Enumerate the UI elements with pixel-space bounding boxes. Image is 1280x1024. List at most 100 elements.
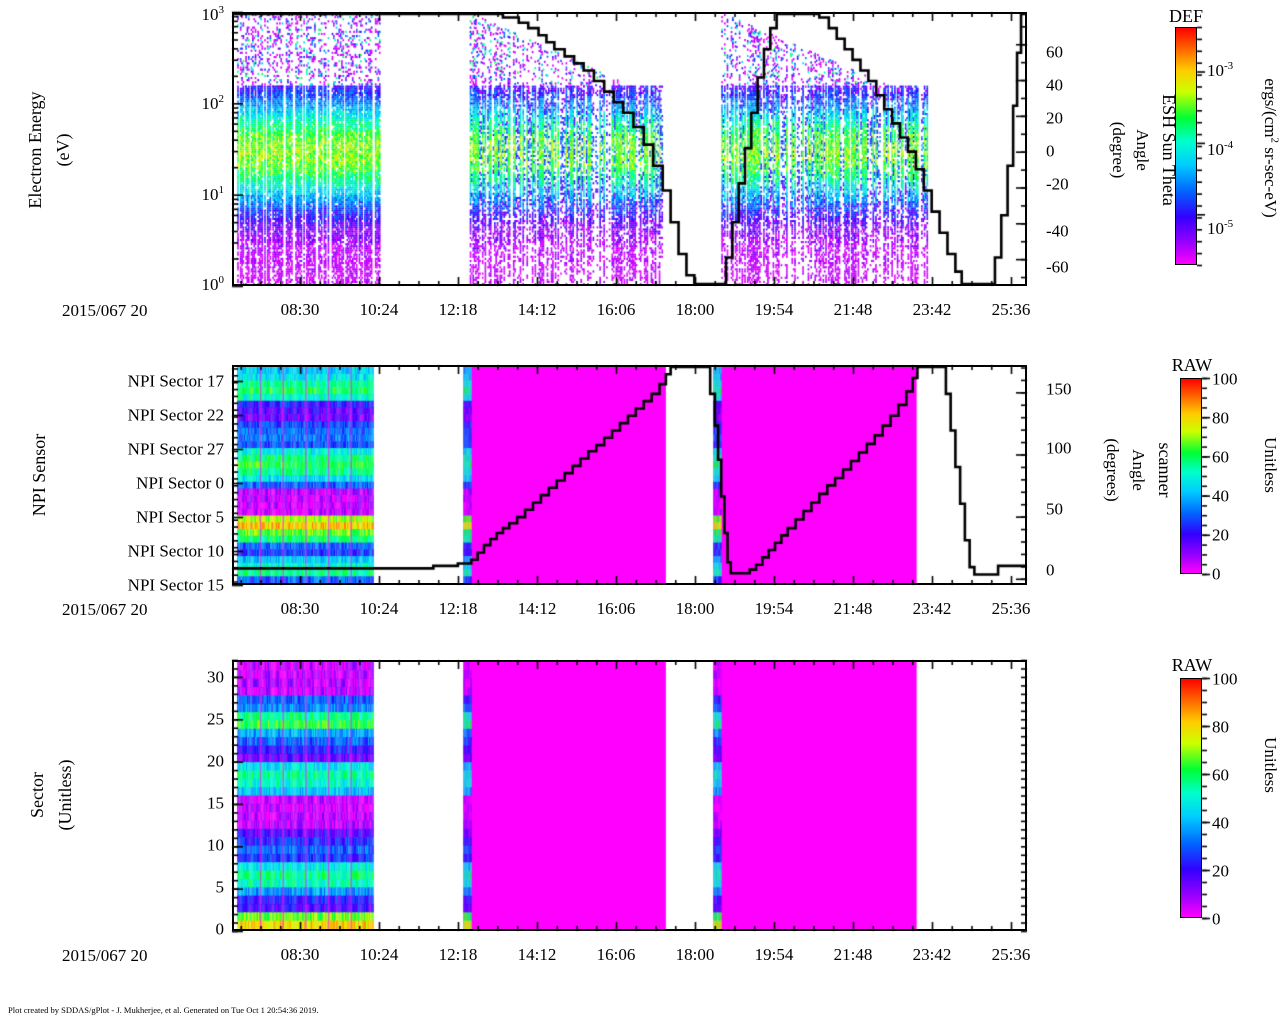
panel1-ytick-10: 101	[201, 184, 225, 204]
panel3-xtick-8: 23:42	[912, 945, 952, 964]
panel2-rtick-150: 150	[1046, 379, 1072, 399]
panel1-ytick-1: 100	[201, 274, 225, 294]
panel1-right-sublabel-units: (degree)	[1109, 121, 1128, 179]
panel3-cbtick-80: 80	[1212, 717, 1229, 737]
panel2-ytick-s0: NPI Sector 0	[136, 473, 224, 493]
panel2-ytick-s15: NPI Sector 15	[127, 575, 224, 595]
panel2-cbtick-0: 0	[1212, 564, 1221, 584]
panel1-xaxis-start-label: 2015/067 20	[62, 301, 148, 320]
panel1-ylabel: Electron Energy	[25, 91, 45, 209]
panel2-plot-frame	[232, 365, 1027, 585]
panel3-ylabel: Sector	[27, 772, 47, 818]
panel2-ytick-s22: NPI Sector 22	[127, 405, 224, 425]
panel3-cbtick-40: 40	[1212, 813, 1229, 833]
panel2-cbtick-40: 40	[1212, 486, 1229, 506]
panel2-xtick-5: 18:00	[675, 599, 715, 618]
panel2-ylabel-text: NPI Sensor	[29, 433, 49, 517]
panel1-ytick-100: 102	[201, 93, 225, 113]
panel3-cbtick-0: 0	[1212, 909, 1221, 929]
panel3-xtick-1: 10:24	[359, 945, 399, 964]
panel2-rtick-50: 50	[1046, 499, 1063, 519]
panel2-rtick-0: 0	[1046, 560, 1055, 580]
panel2-right-angle-text: Angle	[1129, 449, 1148, 491]
panel3-ytick-25: 25	[207, 709, 224, 729]
panel2-right-label-text: scanner	[1155, 442, 1175, 498]
panel1-colorbar-unit-label: ergs/(cm2 sr-sec-eV)	[1261, 78, 1280, 218]
panel2-xaxis-start-label: 2015/067 20	[62, 600, 148, 619]
panel2-cbtick-80: 80	[1212, 408, 1229, 428]
panel1-colorbar-title: DEF	[1168, 6, 1204, 26]
panel2-xtick-0: 08:30	[280, 599, 320, 618]
panel2-ylabel: NPI Sensor	[29, 433, 49, 517]
panel1-xtick-7: 21:48	[833, 300, 873, 319]
panel1-xtick-5: 18:00	[675, 300, 715, 319]
panel3-ytick-30: 30	[207, 667, 224, 687]
panel2-cbtick-60: 60	[1212, 447, 1229, 467]
panel2-colorbar-unit-label: Unitless	[1261, 437, 1280, 493]
panel1-cbtick-1e-3: 10-3	[1207, 60, 1234, 80]
panel3-xtick-5: 18:00	[675, 945, 715, 964]
panel1-rtick-m40: -40	[1046, 221, 1069, 241]
panel3-xtick-0: 08:30	[280, 945, 320, 964]
panel1-colorbar	[1175, 27, 1197, 265]
panel2-right-axis-label: scanner	[1155, 442, 1175, 498]
panel3-ylabel-text: Sector	[27, 772, 47, 818]
panel3-colorbar-unit-label: Unitless	[1261, 737, 1280, 793]
panel2-colorbar-title: RAW	[1171, 355, 1213, 375]
panel1-plot-frame	[232, 12, 1027, 286]
panel1-xtick-6: 19:54	[754, 300, 794, 319]
panel1-xtick-1: 10:24	[359, 300, 399, 319]
panel2-colorbar	[1180, 378, 1202, 574]
panel1-ylabel-text: Electron Energy	[25, 91, 45, 209]
panel1-rtick-0: 0	[1046, 141, 1055, 161]
panel3-xaxis-start-label: 2015/067 20	[62, 946, 148, 965]
panel3-cbtick-60: 60	[1212, 765, 1229, 785]
panel1-rtick-20: 20	[1046, 108, 1063, 128]
panel1-xtick-2: 12:18	[438, 300, 478, 319]
panel3-cbtick-100: 100	[1212, 669, 1238, 689]
panel1-rtick-m20: -20	[1046, 174, 1069, 194]
panel3-ytick-15: 15	[207, 793, 224, 813]
panel3-plot-frame	[232, 660, 1027, 931]
panel1-ytick-1000: 103	[201, 4, 225, 24]
panel1-xtick-4: 16:06	[596, 300, 636, 319]
panel2-cbtick-100: 100	[1212, 369, 1238, 389]
panel2-spectrogram	[234, 367, 1025, 583]
panel3-spectrogram	[234, 662, 1025, 929]
panel3-ytick-10: 10	[207, 835, 224, 855]
panel1-xtick-8: 23:42	[912, 300, 952, 319]
panel1-right-sublabel-angle: Angle	[1133, 129, 1152, 171]
panel1-rtick-40: 40	[1046, 75, 1063, 95]
panel2-xtick-1: 10:24	[359, 599, 399, 618]
panel3-ytick-0: 0	[215, 919, 225, 939]
panel1-xtick-0: 08:30	[280, 300, 320, 319]
panel3-ytick-20: 20	[207, 751, 224, 771]
panel2-ytick-s17: NPI Sector 17	[127, 371, 224, 391]
panel2-ytick-s5: NPI Sector 5	[136, 507, 224, 527]
panel3-xtick-4: 16:06	[596, 945, 636, 964]
panel2-xtick-4: 16:06	[596, 599, 636, 618]
panel1-xtick-9: 25:36	[991, 300, 1031, 319]
panel3-xtick-3: 14:12	[517, 945, 557, 964]
panel2-ytick-s27: NPI Sector 27	[127, 439, 224, 459]
panel2-xtick-7: 21:48	[833, 599, 873, 618]
panel2-right-sublabel-angle: Angle	[1129, 449, 1148, 491]
panel2-rtick-100: 100	[1046, 438, 1072, 458]
panel3-xtick-6: 19:54	[754, 945, 794, 964]
panel2-ytick-s10: NPI Sector 10	[127, 541, 224, 561]
panel1-right-units-text: (degree)	[1109, 121, 1128, 179]
panel1-right-angle-text: Angle	[1133, 129, 1152, 171]
panel2-cbtick-20: 20	[1212, 525, 1229, 545]
panel1-rtick-60: 60	[1046, 42, 1063, 62]
panel1-ylabel-units-text: (eV)	[53, 133, 73, 167]
panel2-right-sublabel-units: (degrees)	[1103, 438, 1122, 502]
panel2-right-units-text: (degrees)	[1103, 438, 1122, 502]
panel1-rtick-m60: -60	[1046, 257, 1069, 277]
panel1-cbtick-1e-5: 10-5	[1207, 218, 1234, 238]
panel3-cbtick-20: 20	[1212, 861, 1229, 881]
panel3-ylabel-units-text: (Unitless)	[55, 759, 75, 831]
panel3-colorbar-unit-text: Unitless	[1261, 737, 1280, 793]
panel3-xtick-2: 12:18	[438, 945, 478, 964]
panel2-xtick-2: 12:18	[438, 599, 478, 618]
panel2-xtick-8: 23:42	[912, 599, 952, 618]
